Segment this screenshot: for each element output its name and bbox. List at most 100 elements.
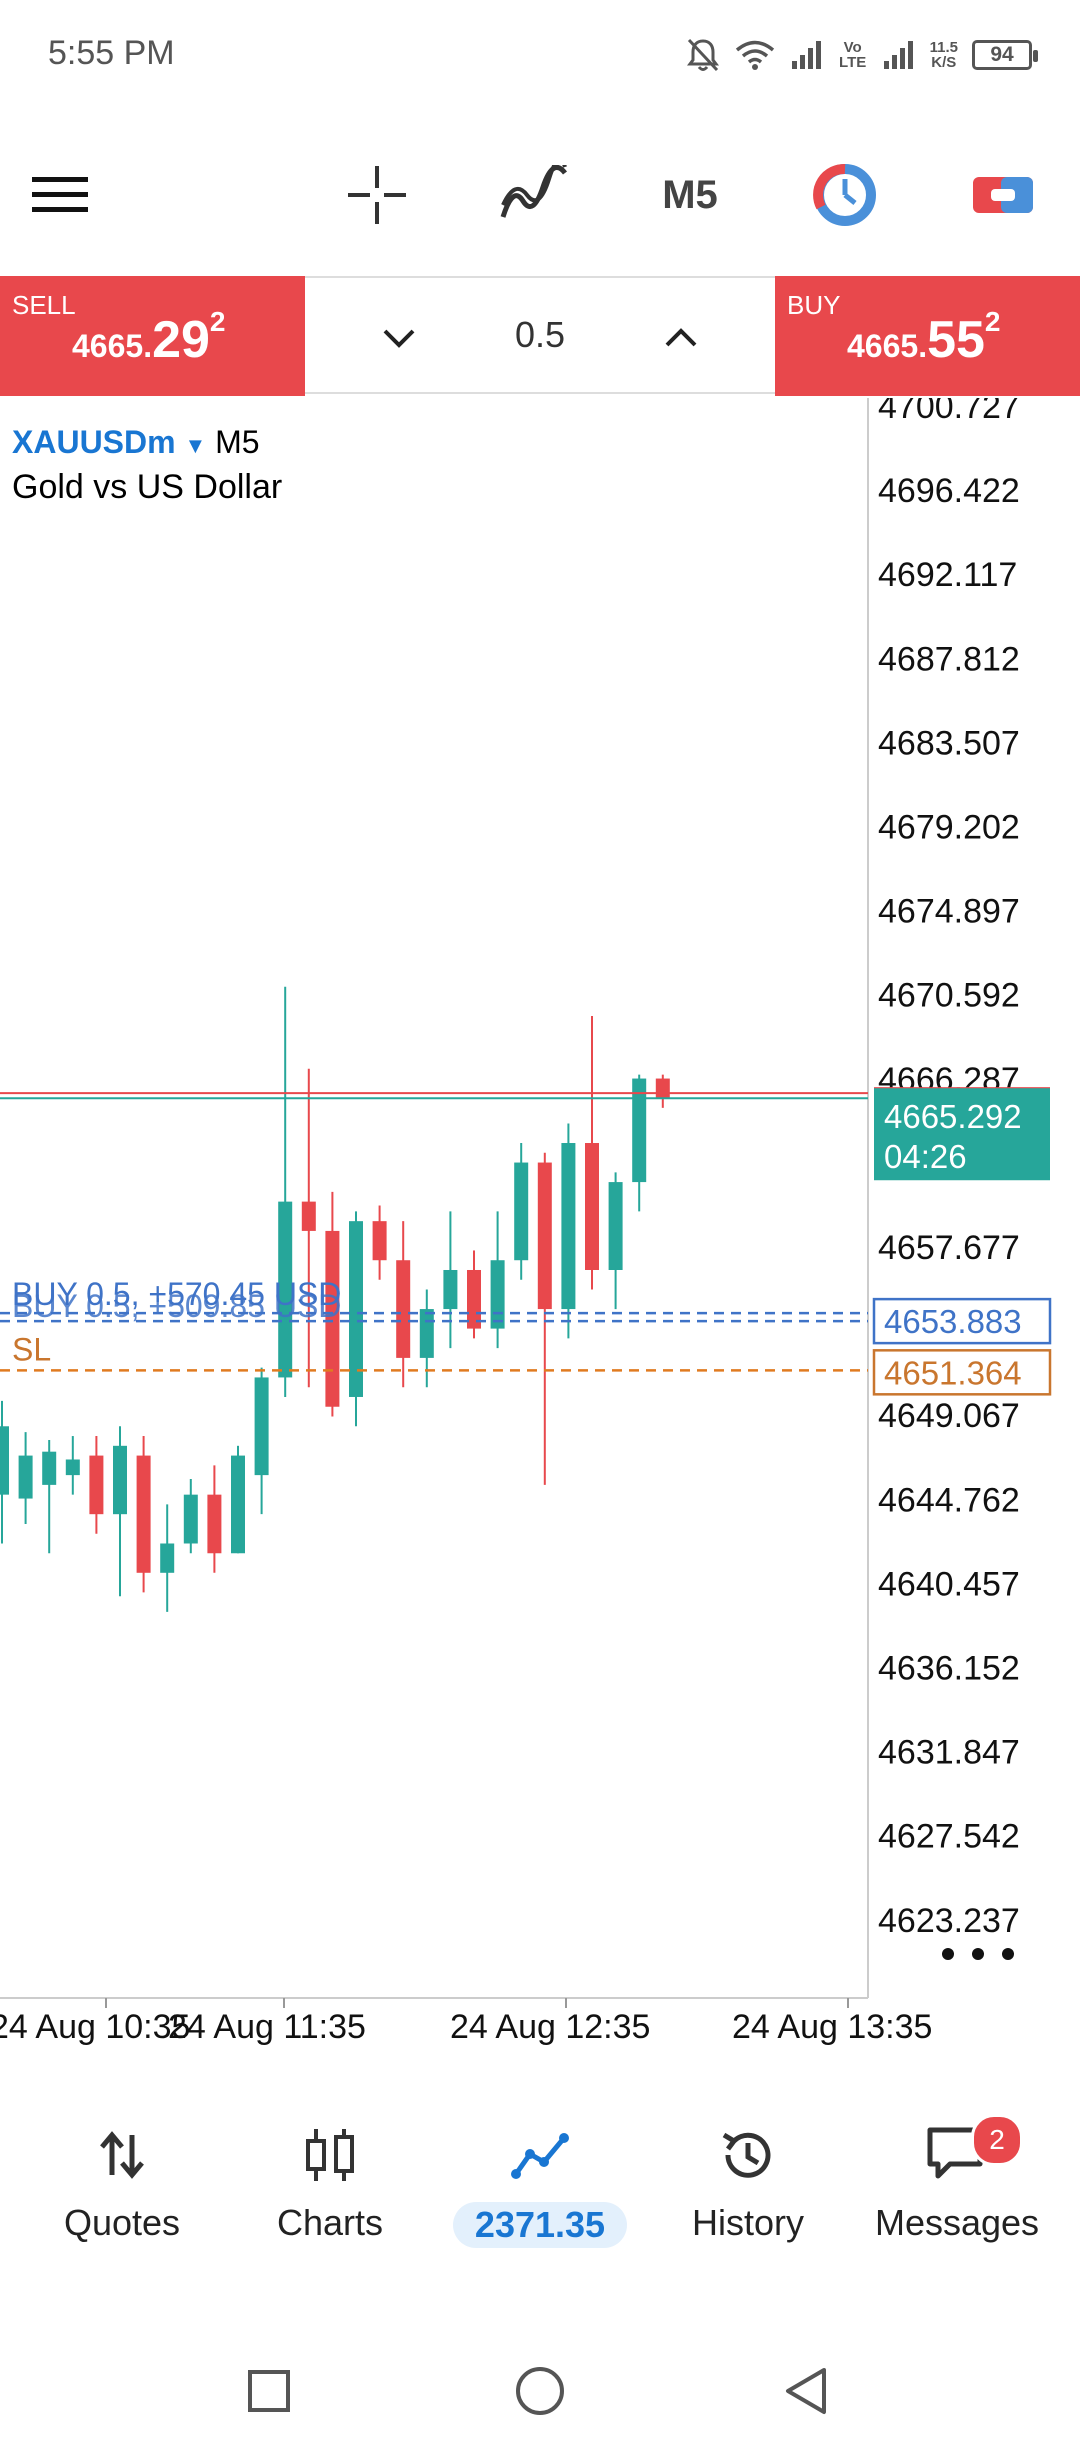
chart-canvas[interactable]: 4700.727 4696.422 4692.117 4687.812 4683.507… — [0, 398, 1080, 2058]
home-icon[interactable] — [516, 2367, 564, 2415]
candle-body — [65, 1459, 80, 1476]
buy-label: BUY — [787, 290, 841, 320]
y-axis-label: 4627.542 — [878, 1818, 1020, 1856]
nav-messages[interactable]: 2 Messages — [857, 2114, 1057, 2260]
candle-body — [89, 1455, 104, 1515]
hamburger-icon — [32, 177, 88, 212]
y-axis-label: 4640.457 — [878, 1565, 1020, 1603]
indicator-icon — [500, 165, 567, 218]
lot-increase-button[interactable] — [651, 308, 711, 368]
candle-body — [396, 1260, 411, 1358]
messages-badge: 2 — [971, 2114, 1023, 2166]
candle-body — [113, 1445, 127, 1515]
sell-label: SELL — [12, 290, 76, 320]
candle-body — [537, 1162, 552, 1310]
candle-body — [301, 1201, 316, 1231]
sl-price-tag — [872, 1349, 1052, 1396]
y-axis-label: 4696.422 — [878, 472, 1020, 510]
speed-unit: K/S — [931, 54, 957, 71]
one-click-trading-button[interactable] — [810, 160, 880, 230]
x-axis-label: 24 Aug 10:35 — [0, 2008, 190, 2046]
bell-off-icon — [686, 38, 719, 72]
candle-body — [0, 1426, 9, 1495]
candle-body — [467, 1269, 481, 1329]
y-axis-label: 4692.117 — [878, 556, 1017, 594]
battery-icon: 94 — [972, 40, 1038, 70]
nav-trade-label: 2371.35 — [452, 2202, 628, 2248]
recents-icon[interactable] — [248, 2370, 290, 2412]
symbol-description: Gold vs US Dollar — [12, 468, 283, 506]
chevron-up-icon — [665, 328, 697, 347]
y-axis-label: 4623.237 — [878, 1902, 1020, 1940]
symbol-name[interactable]: XAUUSDm — [12, 424, 176, 460]
lot-size-control: 0.5 — [305, 276, 775, 394]
lot-decrease-button[interactable] — [369, 308, 429, 368]
bid-price-tag-text: 4665.292 — [884, 1098, 1022, 1135]
y-axis-label: 4644.762 — [878, 1481, 1020, 1519]
more-dots-icon — [1002, 1948, 1014, 1960]
chart-toolbar: M5 — [0, 130, 1080, 260]
candle-body — [349, 1221, 363, 1397]
symbol-timeframe: M5 — [215, 424, 260, 460]
y-axis-label: 4674.897 — [878, 893, 1020, 931]
candle-body — [655, 1078, 670, 1099]
signal-icon-2 — [883, 41, 913, 69]
trading-wheel-icon — [813, 164, 876, 226]
candle-body — [514, 1162, 529, 1261]
trade-panel-button[interactable] — [968, 160, 1038, 230]
candle-body — [585, 1143, 599, 1270]
nav-charts[interactable]: Charts — [230, 2120, 430, 2260]
nav-trade[interactable]: 2371.35 — [440, 2120, 640, 2260]
candle-body — [419, 1309, 434, 1358]
bottom-navigation: Quotes Charts 2371.35 History — [0, 2080, 1080, 2260]
candle-body — [443, 1269, 458, 1310]
crosshair-button[interactable] — [344, 160, 410, 230]
x-axis-label: 24 Aug 13:35 — [732, 2008, 932, 2046]
timeframe-label: M5 — [662, 172, 718, 217]
x-axis-label: 24 Aug 12:35 — [450, 2008, 650, 2046]
lte-label: Vo LTE — [839, 39, 867, 71]
system-navigation-bar — [0, 2340, 1080, 2440]
symbol-header[interactable]: XAUUSDm ▼ M5 — [12, 424, 260, 461]
buy-price-tag — [872, 1297, 1052, 1345]
candle-body — [160, 1543, 175, 1573]
more-dots-icon — [942, 1948, 954, 1960]
candle-body — [490, 1260, 505, 1329]
timeframe-button[interactable]: M5 — [650, 160, 730, 230]
candle-body — [42, 1451, 57, 1485]
network-speed: 11.5 K/S — [930, 40, 958, 70]
y-axis-label: 4679.202 — [878, 809, 1020, 847]
lot-size-input[interactable]: 0.5 — [514, 314, 566, 355]
y-axis-label: 4636.152 — [878, 1650, 1020, 1688]
buy-button[interactable]: BUY 4665.552 — [775, 276, 1080, 396]
candle-body — [183, 1494, 198, 1544]
history-clock-icon — [722, 2132, 771, 2178]
candle-body — [608, 1182, 623, 1270]
sl-price-tag-text: 4651.364 — [884, 1354, 1022, 1391]
symbol-dropdown-icon[interactable]: ▼ — [184, 433, 207, 458]
status-bar: 5:55 PM Vo LTE 11.5 K/S 94 — [0, 0, 1080, 110]
menu-button[interactable] — [28, 160, 92, 230]
nav-history[interactable]: History — [648, 2120, 848, 2260]
sl-label: SL — [12, 1331, 51, 1367]
quotes-arrows-icon — [100, 2131, 144, 2179]
candle-body — [561, 1143, 576, 1310]
indicators-button[interactable] — [498, 160, 570, 230]
candle-body — [325, 1230, 340, 1407]
candle-body — [207, 1494, 222, 1554]
y-axis-label: 4657.677 — [878, 1229, 1020, 1267]
sell-button[interactable]: SELL 4665.292 — [0, 276, 305, 396]
price-chart[interactable]: 4700.727 4696.422 4692.117 4687.812 4683.507… — [0, 398, 1080, 2058]
nav-quotes-label: Quotes — [63, 2202, 181, 2243]
y-axis-label: 4687.812 — [878, 640, 1020, 678]
nav-history-label: History — [691, 2202, 804, 2243]
chevron-down-icon — [383, 329, 415, 348]
speed-value: 11.5 — [929, 39, 958, 56]
buy-price-tag-text: 4653.883 — [884, 1303, 1022, 1340]
status-time: 5:55 PM — [48, 34, 175, 72]
nav-quotes[interactable]: Quotes — [22, 2120, 222, 2260]
candle-body — [372, 1221, 387, 1261]
back-icon[interactable] — [786, 2368, 826, 2414]
buy-position-label: BUY 0.5, +570.45 USD — [12, 1276, 341, 1312]
y-axis-label: 4649.067 — [878, 1397, 1020, 1435]
